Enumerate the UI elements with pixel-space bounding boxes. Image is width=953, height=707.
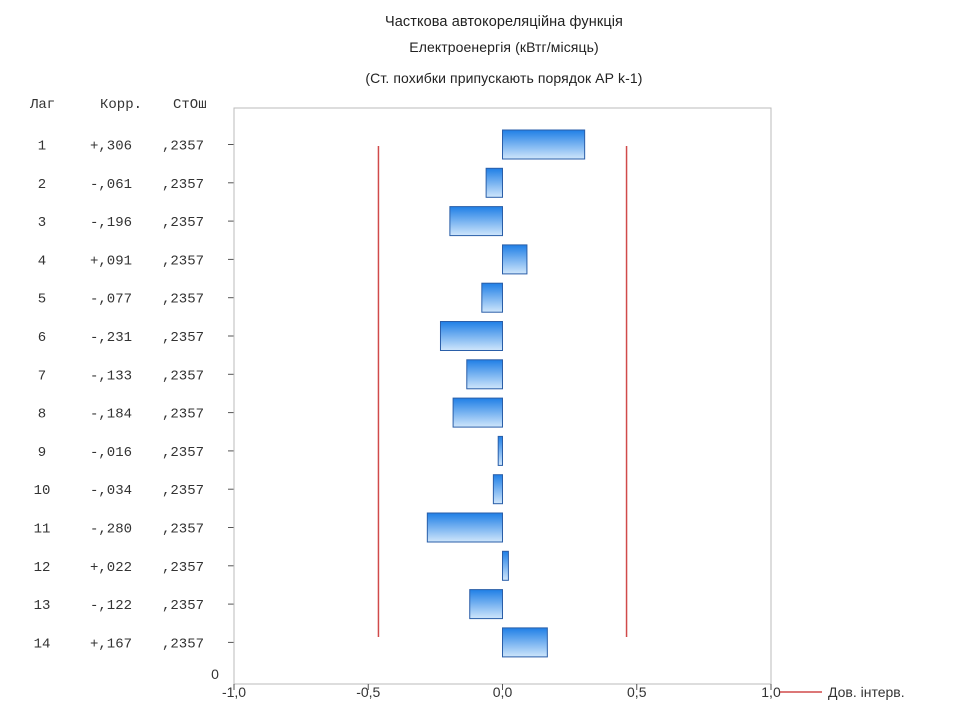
row-corr: -,133 <box>90 368 132 384</box>
header-lag: Лаг <box>29 97 55 113</box>
pacf-bar <box>502 244 528 275</box>
x-tick-label: -1,0 <box>222 684 246 700</box>
row-corr: -,280 <box>90 522 132 538</box>
row-lag: 10 <box>34 483 51 499</box>
pacf-bar <box>426 512 504 543</box>
row-corr: +,022 <box>90 560 132 576</box>
pacf-bar <box>439 321 503 351</box>
row-lag: 4 <box>38 253 46 269</box>
pacf-bar <box>469 589 504 620</box>
pacf-bar <box>452 397 504 428</box>
row-stderr: ,2357 <box>162 253 204 269</box>
row-corr: -,184 <box>90 407 132 423</box>
row-stderr: ,2357 <box>162 598 204 614</box>
pacf-bar <box>481 282 503 313</box>
x-tick-label: 0,0 <box>493 684 513 700</box>
x-tick-label: -0,5 <box>356 684 380 700</box>
y-zero-label: 0 <box>211 666 219 682</box>
pacf-bar <box>502 627 548 658</box>
row-stderr: ,2357 <box>162 636 204 652</box>
row-lag: 3 <box>38 215 46 231</box>
pacf-bar <box>466 359 503 390</box>
pacf-bar <box>449 206 503 237</box>
row-lag: 9 <box>38 445 46 461</box>
row-corr: +,167 <box>90 636 132 652</box>
row-stderr: ,2357 <box>162 560 204 576</box>
row-corr: -,231 <box>90 330 132 346</box>
row-lag: 12 <box>34 560 51 576</box>
row-corr: +,091 <box>90 253 132 269</box>
row-lag: 7 <box>38 368 46 384</box>
chart-note: (Ст. похибки припускають порядок АР k-1) <box>365 70 643 86</box>
row-lag: 1 <box>38 139 46 155</box>
row-corr: -,122 <box>90 598 132 614</box>
pacf-bar <box>502 550 509 581</box>
row-stderr: ,2357 <box>162 139 204 155</box>
row-lag: 5 <box>38 292 46 308</box>
row-corr: -,196 <box>90 215 132 231</box>
header-corr: Корр. <box>100 97 142 113</box>
pacf-bar <box>497 435 504 466</box>
pacf-bar <box>502 129 586 160</box>
row-corr: -,061 <box>90 177 132 193</box>
row-stderr: ,2357 <box>162 215 204 231</box>
row-lag: 6 <box>38 330 46 346</box>
pacf-bar <box>492 474 504 505</box>
row-stderr: ,2357 <box>162 407 204 423</box>
row-lag: 2 <box>38 177 46 193</box>
row-stderr: ,2357 <box>162 522 204 538</box>
x-tick-label: 0,5 <box>627 684 647 700</box>
row-corr: -,016 <box>90 445 132 461</box>
row-lag: 14 <box>34 636 51 652</box>
x-tick-label: 1,0 <box>761 684 781 700</box>
row-lag: 8 <box>38 407 46 423</box>
row-stderr: ,2357 <box>162 177 204 193</box>
chart-title: Часткова автокореляційна функція <box>384 14 624 30</box>
chart-subtitle: Електроенергія (кВтг/місяць) <box>409 39 599 55</box>
row-lag: 13 <box>34 598 51 614</box>
header-stderr: СтОш <box>173 97 207 113</box>
row-stderr: ,2357 <box>162 445 204 461</box>
row-stderr: ,2357 <box>162 292 204 308</box>
pacf-bar <box>485 167 503 198</box>
row-corr: -,077 <box>90 292 132 308</box>
row-stderr: ,2357 <box>162 368 204 384</box>
row-corr: -,034 <box>90 483 132 499</box>
row-corr: +,306 <box>90 139 132 155</box>
legend-ci-label: Дов. інтерв. <box>828 684 905 700</box>
row-stderr: ,2357 <box>162 483 204 499</box>
row-lag: 11 <box>34 522 51 538</box>
row-stderr: ,2357 <box>162 330 204 346</box>
